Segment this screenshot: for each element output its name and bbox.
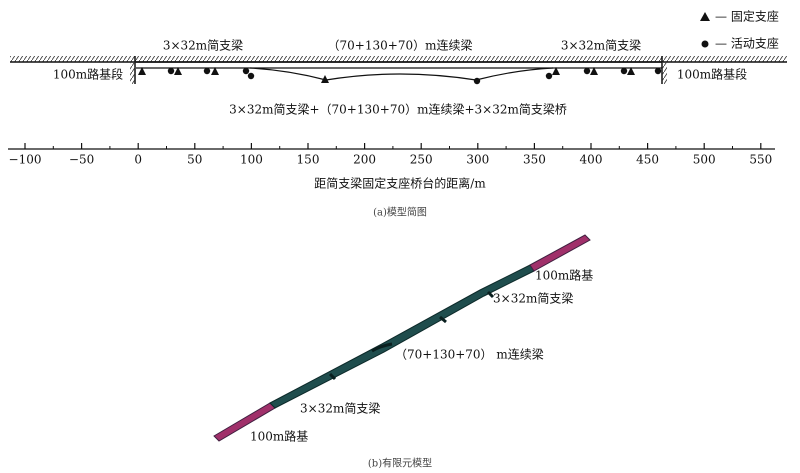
tick-label: 200 — [353, 153, 376, 167]
tick-label: 350 — [523, 153, 546, 167]
tick-label: 150 — [297, 153, 320, 167]
left-abutment-hatch — [130, 62, 135, 84]
tick-label: 300 — [466, 153, 489, 167]
ground-hatch — [10, 56, 787, 62]
label-right-subgrade: 100m路基段 — [677, 67, 747, 82]
right-abutment-hatch — [662, 62, 667, 84]
label-continuous: （70+130+70）m连续梁 — [328, 38, 473, 53]
caption-b: (b)有限元模型 — [368, 457, 432, 470]
tick-label: 400 — [580, 153, 603, 167]
legend-movable-icon — [701, 40, 709, 48]
tick-label: −100 — [9, 153, 42, 167]
caption-a: (a)模型简图 — [373, 206, 427, 219]
tick-label: 450 — [636, 153, 659, 167]
legend-fixed: — 固定支座 — [715, 9, 779, 24]
legend-movable: — 活动支座 — [715, 36, 779, 51]
axis-ticks: −100 −50 0 50 100 150 200 250 300 350 400 450 500 550 — [9, 143, 772, 167]
tick-label: 100 — [240, 153, 263, 167]
label-bridge: 3×32m简支梁+（70+130+70）m连续梁+3×32m简支梁桥 — [229, 102, 567, 117]
tick-label: 0 — [134, 153, 142, 167]
label-bottom-subgrade: 100m路基 — [250, 429, 308, 444]
bridge-model — [269, 264, 535, 409]
label-left-subgrade: 100m路基段 — [53, 67, 123, 82]
tick-label: −50 — [69, 153, 94, 167]
label-left-simple: 3×32m简支梁 — [163, 38, 243, 53]
subgrade-top — [529, 234, 591, 272]
tick-label: 550 — [749, 153, 772, 167]
bridge-model-details — [328, 290, 495, 381]
label-top-simple: 3×32m简支梁 — [493, 291, 573, 306]
label-bottom-simple: 3×32m简支梁 — [300, 401, 380, 416]
continuous-beam-curve — [249, 67, 554, 81]
label-top-subgrade: 100m路基 — [535, 268, 593, 283]
tick-label: 250 — [410, 153, 433, 167]
label-continuous-b: （70+130+70） m连续梁 — [395, 347, 544, 362]
label-right-simple: 3×32m简支梁 — [561, 38, 641, 53]
tick-label: 500 — [693, 153, 716, 167]
axis-title: 距简支梁固定支座桥台的距离/m — [314, 176, 486, 191]
supports — [138, 67, 662, 85]
legend-fixed-icon — [700, 12, 710, 21]
tick-label: 50 — [187, 153, 202, 167]
